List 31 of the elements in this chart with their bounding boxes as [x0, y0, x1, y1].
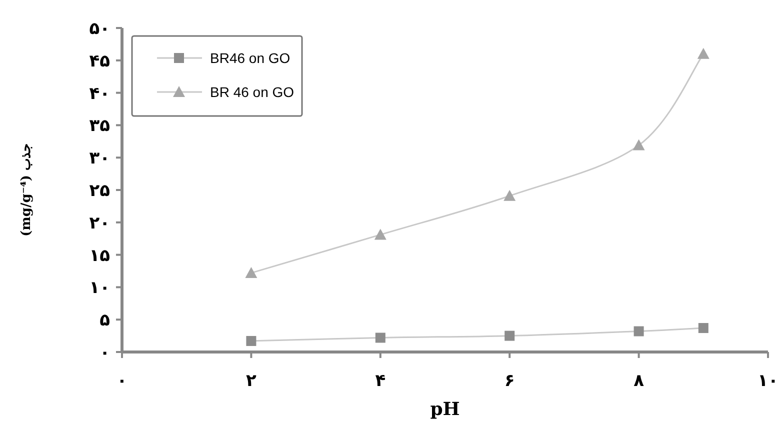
point: [632, 139, 645, 150]
point: [698, 323, 708, 334]
point: [246, 336, 256, 346]
y-tick-label: ۳۰: [89, 148, 110, 169]
point: [375, 332, 386, 343]
y-tick-label: ۳۵: [89, 116, 110, 136]
legend-label: BR46 on GO: [210, 50, 290, 66]
x-tick-label: ۴: [375, 371, 386, 391]
x-tick-label: ۲: [246, 371, 258, 391]
y-tick-label: ۲۵: [89, 181, 110, 201]
point: [374, 228, 386, 240]
point: [697, 48, 710, 59]
y-tick-label: ۴۰: [89, 84, 110, 104]
point: [634, 326, 644, 336]
y-axis-title: جذب (mg/g⁻⁴): [19, 143, 34, 237]
y-tick-label: ۵۰: [89, 19, 110, 39]
x-tick-label: ۱۰: [758, 371, 778, 391]
y-tick-label: ۴۵: [89, 51, 110, 72]
x-axis-title: pH: [430, 399, 460, 420]
point: [504, 330, 515, 341]
point: [504, 190, 516, 201]
y-tick-label: ۲۰: [89, 213, 110, 234]
x-tick-label: ۶: [504, 371, 515, 391]
y-tick-label: ۱۵: [89, 246, 110, 266]
legend-label: BR 46 on GO: [210, 84, 294, 100]
x-tick-label: ۰: [116, 371, 128, 391]
point: [245, 266, 258, 278]
x-tick-label: ۸: [634, 371, 645, 391]
y-tick-label: ۱۰: [89, 278, 110, 298]
y-tick-label: ۵: [100, 310, 110, 331]
y-tick-label: ۰: [100, 343, 110, 363]
